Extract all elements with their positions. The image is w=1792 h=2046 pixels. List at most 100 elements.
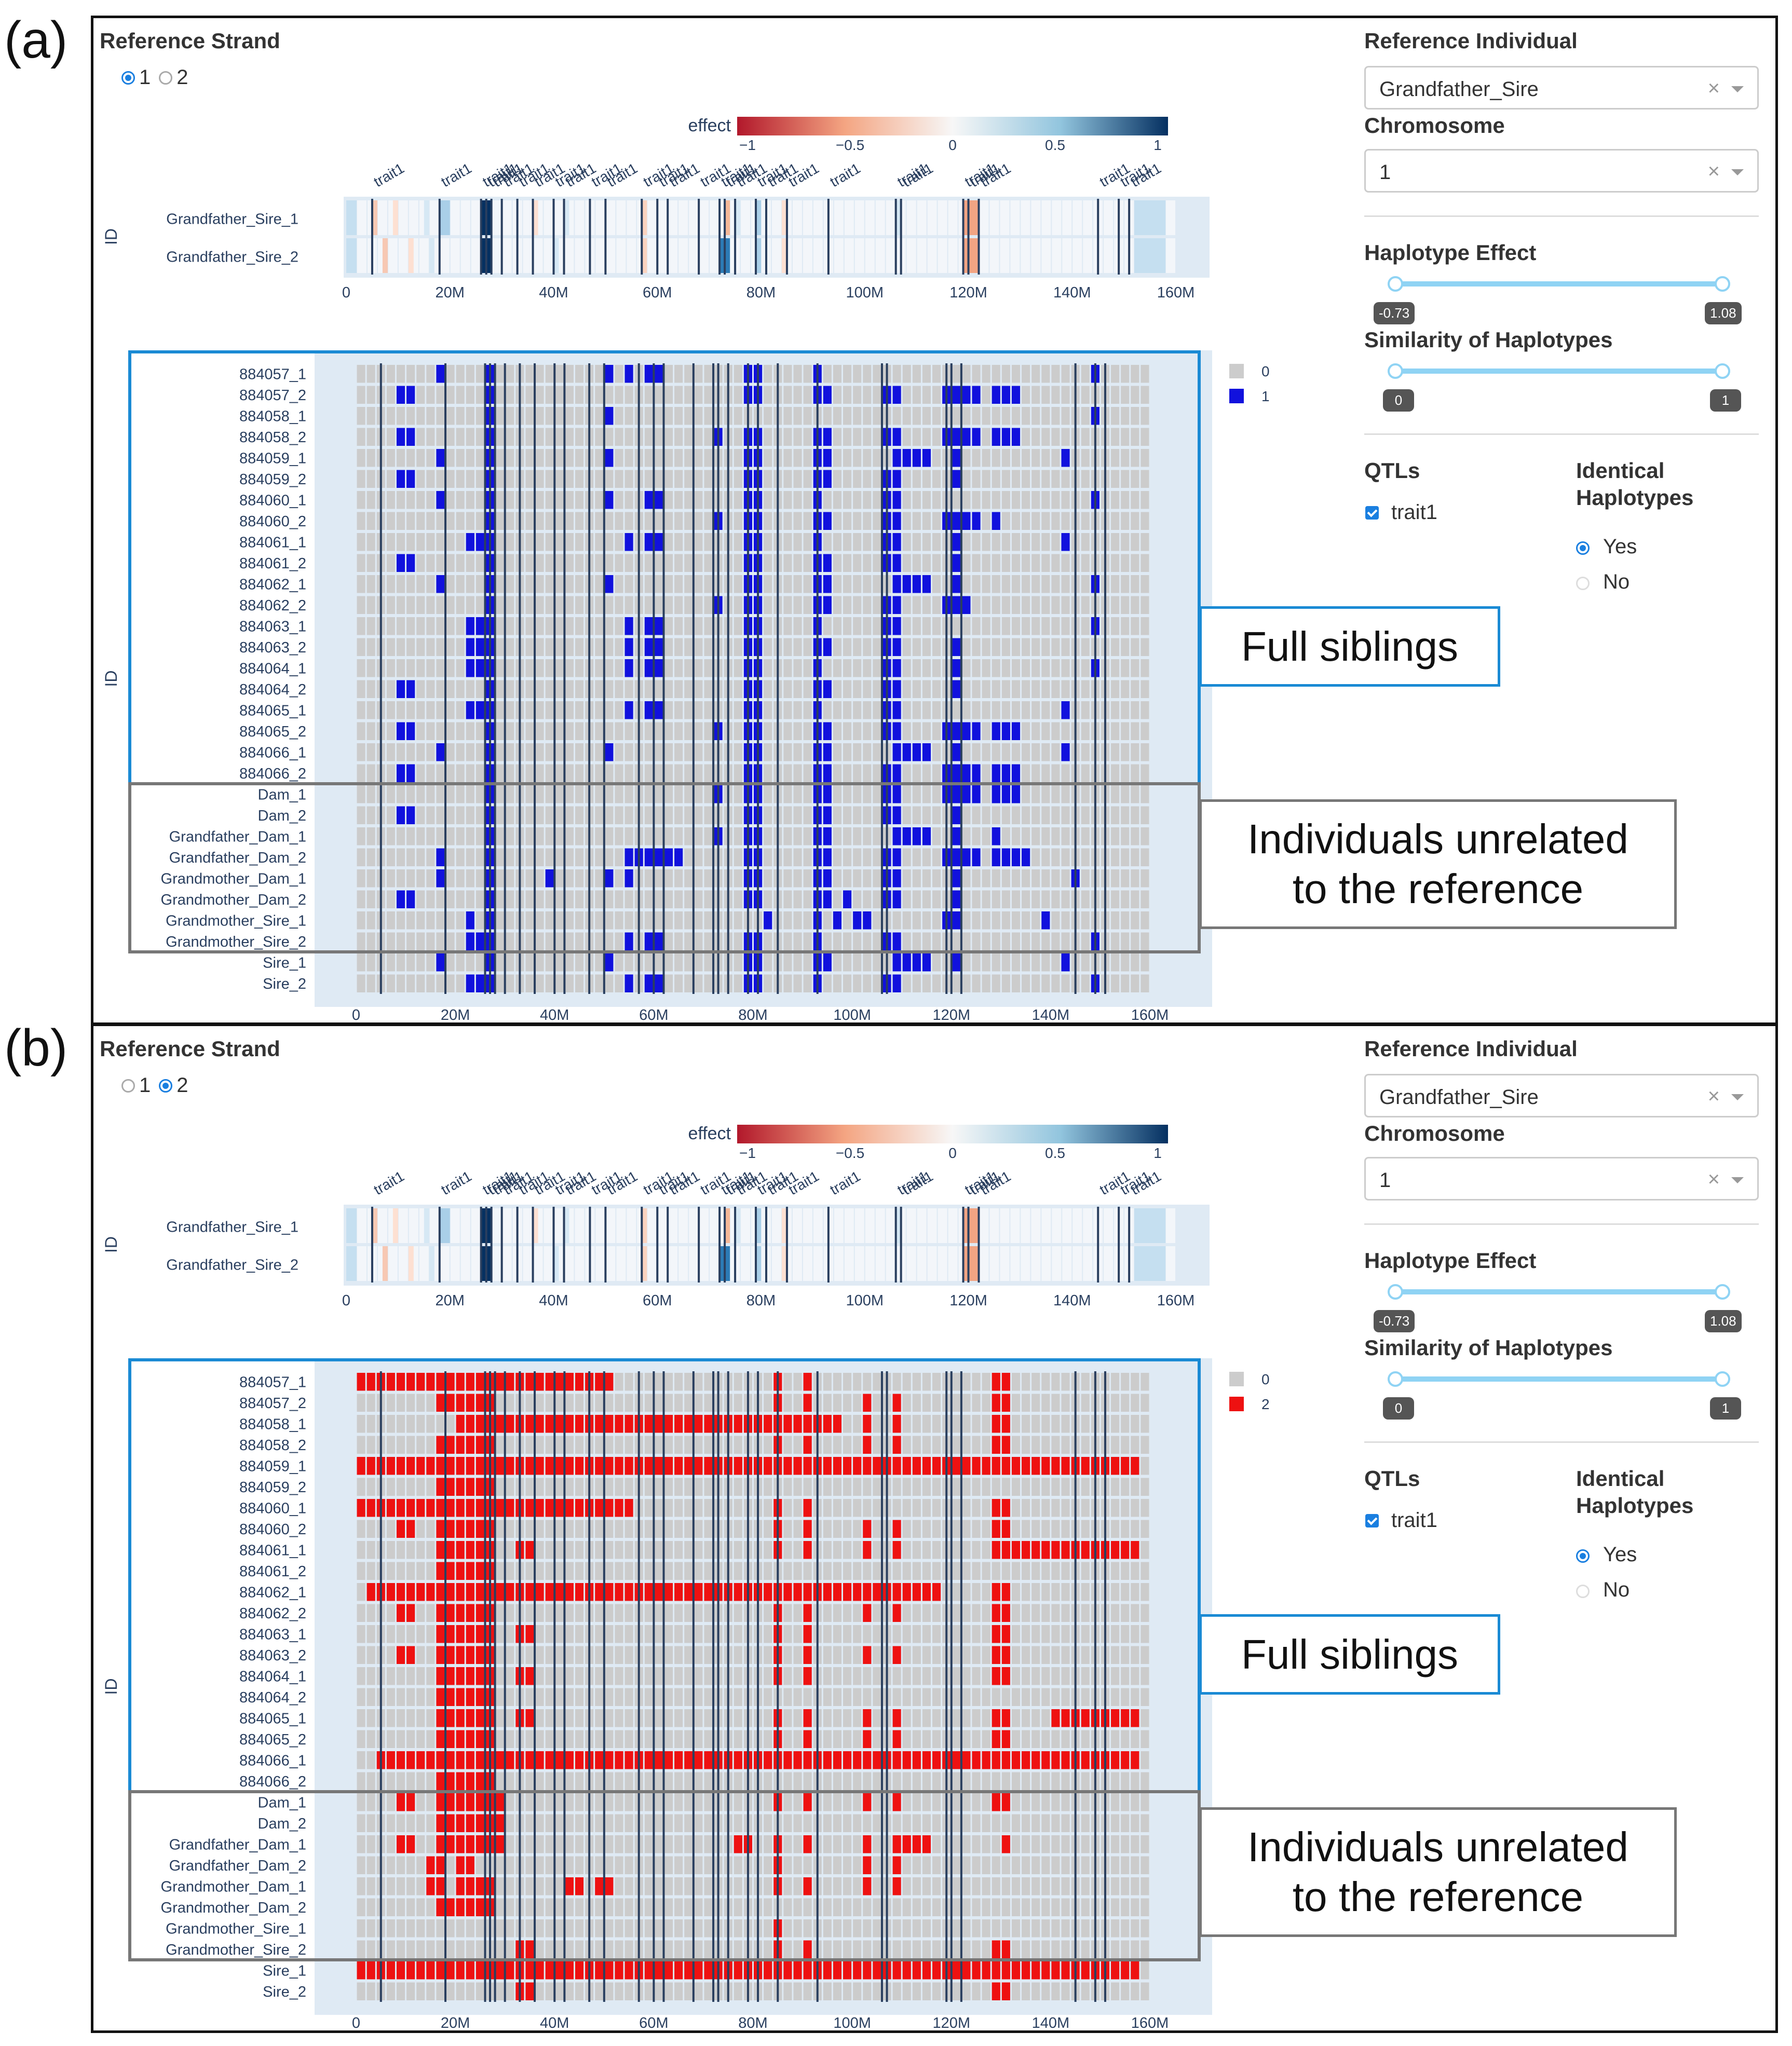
haplotype-match-cell (476, 1646, 484, 1664)
haplotype-cell (565, 743, 574, 761)
haplotype-effect-min-handle[interactable] (1388, 276, 1403, 292)
haplotype-cell (615, 407, 623, 425)
haplotype-cell (952, 701, 961, 719)
haplotype-cell (654, 596, 663, 614)
haplotype-match-cell (654, 533, 663, 551)
haplotype-cell (912, 365, 921, 383)
haplotype-cell (456, 764, 465, 782)
haplotype-cell (734, 869, 742, 888)
haplotype-cell (406, 638, 415, 656)
identical-yes-radio[interactable] (1576, 541, 1590, 555)
radio-button-icon[interactable] (121, 1079, 135, 1093)
haplotype-cell (1041, 554, 1050, 572)
haplotype-cell (545, 680, 554, 698)
haplotype-cell (1081, 722, 1090, 740)
identical-no-radio[interactable] (1576, 577, 1590, 590)
haplotype-cell (1061, 974, 1070, 992)
colorbar-title: effect (688, 1124, 731, 1143)
haplotype-cell (1061, 764, 1070, 782)
haplotype-cell (565, 1604, 574, 1622)
haplotype-cell (902, 1562, 911, 1580)
haplotype-cell (1031, 911, 1040, 930)
haplotype-cell (1131, 680, 1139, 698)
haplotype-cell (694, 1625, 703, 1643)
qtl-trait1-checkbox[interactable] (1365, 506, 1379, 520)
haplotype-cell (396, 1562, 405, 1580)
haplotype-cell (426, 764, 435, 782)
clear-icon[interactable]: × (1707, 160, 1720, 183)
haplotype-cell (644, 1646, 653, 1664)
radio-button-icon[interactable] (159, 1079, 173, 1093)
haplotype-cell (1121, 407, 1130, 425)
chevron-down-icon[interactable] (1731, 86, 1744, 92)
haplotype-row-label: 884063_2 (239, 1647, 306, 1664)
similarity-max-handle[interactable] (1715, 363, 1730, 379)
chromosome-dropdown[interactable]: 1 × (1364, 149, 1759, 193)
haplotype-cell (1081, 1604, 1090, 1622)
haplotype-cell (446, 890, 455, 908)
haplotype-cell (476, 848, 484, 866)
haplotype-cell (902, 1646, 911, 1664)
haplotype-cell (416, 848, 425, 866)
radio-button-icon[interactable] (121, 71, 135, 85)
haplotype-match-cell (783, 1415, 792, 1433)
haplotype-cell (1022, 617, 1030, 635)
haplotype-cell (734, 596, 742, 614)
chevron-down-icon[interactable] (1731, 169, 1744, 175)
haplotype-cell (386, 785, 395, 803)
haplotype-match-cell (654, 974, 663, 992)
haplotype-cell (823, 1373, 832, 1391)
haplotype-cell (1031, 1520, 1040, 1538)
haplotype-cell (506, 680, 514, 698)
colorbar-tick-label: −1 (739, 137, 756, 153)
similarity-slider-track[interactable] (1395, 369, 1722, 374)
haplotype-cell (625, 806, 633, 824)
reference-individual-dropdown[interactable]: Grandfather_Sire × (1364, 66, 1759, 110)
haplotype-cell (644, 890, 653, 908)
reference-strand-option-2[interactable]: 2 (151, 1074, 188, 1097)
unrelated-callout: Individuals unrelated to the reference (1199, 799, 1677, 929)
effect-cell (553, 238, 559, 273)
haplotype-cell (982, 722, 990, 740)
haplotype-cell (496, 827, 505, 845)
haplotype-cell (1141, 1478, 1149, 1496)
reference-strand-option-1[interactable]: 1 (113, 1074, 151, 1097)
haplotype-cell (595, 953, 604, 972)
clear-icon[interactable]: × (1707, 77, 1720, 100)
effect-cell (963, 1208, 979, 1243)
haplotype-cell (833, 596, 842, 614)
reference-strand-option-2[interactable]: 2 (151, 66, 188, 89)
haplotype-cell (386, 827, 395, 845)
effect-cell (895, 1208, 901, 1243)
haplotype-cell (664, 806, 673, 824)
haplotype-effect-max-handle[interactable] (1715, 276, 1730, 292)
haplotype-effect-slider-track[interactable] (1395, 281, 1722, 287)
haplotype-cell (843, 785, 852, 803)
haplotype-match-cell (992, 1604, 1000, 1622)
haplotype-cell (605, 1478, 614, 1496)
haplotype-match-cell (873, 1583, 881, 1601)
haplotype-cell (833, 680, 842, 698)
haplotype-cell (1031, 554, 1040, 572)
haplotype-cell (545, 911, 554, 930)
haplotype-cell (833, 974, 842, 992)
haplotype-cell (694, 1604, 703, 1622)
reference-strand-option-1[interactable]: 1 (113, 66, 151, 89)
haplotype-match-cell (456, 1604, 465, 1622)
effect-cell (429, 200, 439, 235)
haplotype-cell (1031, 659, 1040, 677)
haplotype-cell (386, 1541, 395, 1559)
haplotype-cell (793, 1520, 802, 1538)
haplotype-cell (1141, 869, 1149, 888)
haplotype-cell (912, 512, 921, 530)
haplotype-cell (366, 722, 375, 740)
haplotype-cell (664, 1520, 673, 1538)
radio-button-icon[interactable] (159, 71, 173, 85)
haplotype-match-cell (902, 743, 911, 761)
haplotype-cell (1141, 554, 1149, 572)
haplotype-match-cell (535, 1373, 544, 1391)
effect-cell (627, 200, 636, 235)
haplotype-cell (734, 1394, 742, 1412)
similarity-min-handle[interactable] (1388, 363, 1403, 379)
haplotype-cell (863, 785, 872, 803)
